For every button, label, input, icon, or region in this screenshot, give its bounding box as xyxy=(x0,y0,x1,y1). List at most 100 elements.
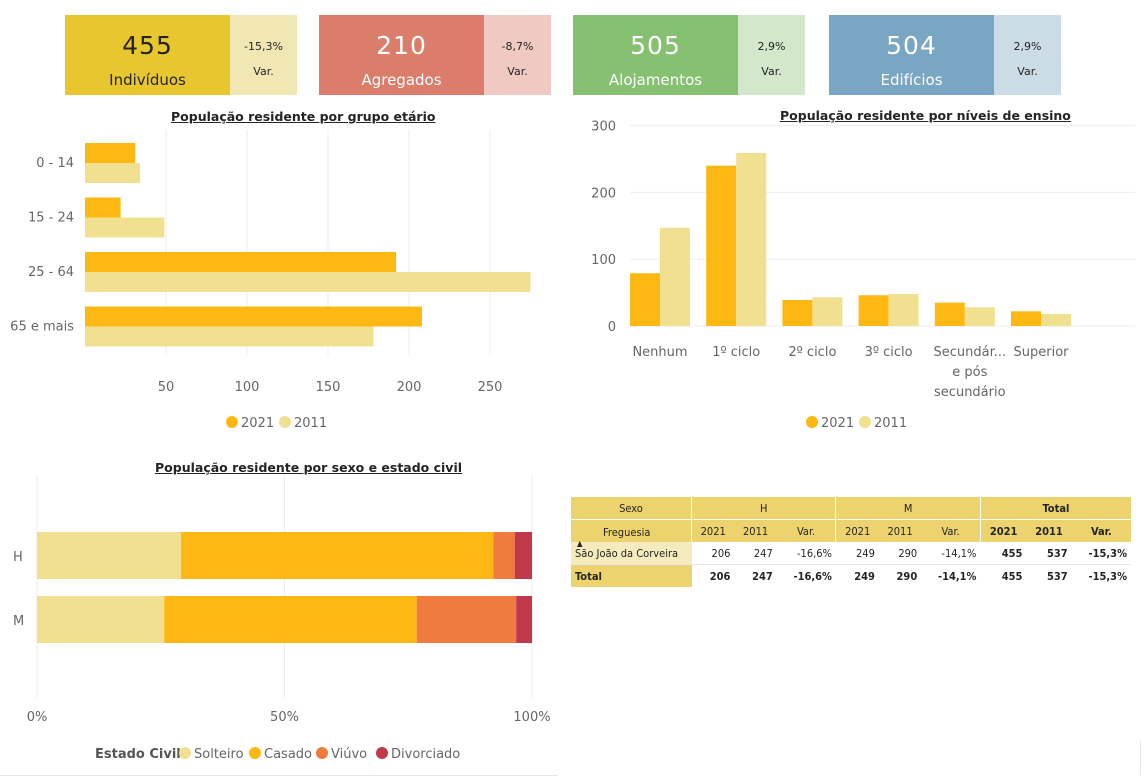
table-cell: -15,3% xyxy=(1071,564,1131,587)
legend-label: Viúvo xyxy=(331,747,367,762)
y-tick-label: 300 xyxy=(591,120,616,135)
m-2021-header[interactable]: 2021 xyxy=(835,519,879,542)
m-var-header[interactable]: Var. xyxy=(921,519,981,542)
x-category-label: 3º ciclo xyxy=(865,345,913,360)
bar-2021 xyxy=(1011,311,1041,326)
table-total-row: Total 206 247 -16,6% 249 290 -14,1% 455 … xyxy=(571,564,1131,587)
legend-label: 2011 xyxy=(874,416,907,431)
x-category-label: 1º ciclo xyxy=(712,345,760,360)
h-2011-header[interactable]: 2011 xyxy=(734,519,777,542)
legend-marker xyxy=(859,416,871,428)
table-cell: 537 xyxy=(1026,542,1072,565)
x-tick-label: 100% xyxy=(513,710,550,725)
kpi-label: Alojamentos xyxy=(608,71,703,89)
legend-label: 2021 xyxy=(241,416,274,431)
bar-2011 xyxy=(85,326,374,347)
table-cell: 247 xyxy=(734,564,777,587)
h-var-header[interactable]: Var. xyxy=(776,519,836,542)
education-level-chart: 0 100 200 300 Nenhum 1º ciclo 2º ciclo 3º ciclo… xyxy=(591,120,1135,431)
kpi-variation: -8,7% Var. xyxy=(484,15,551,95)
m-2011-header[interactable]: 2011 xyxy=(878,519,922,542)
table-cell: -14,1% xyxy=(921,564,981,587)
kpi-variation-value: -8,7% xyxy=(501,40,534,53)
bar-segment-divorciado xyxy=(516,596,532,643)
x-tick-label: 100 xyxy=(235,380,260,395)
civil-status-chart: 0% 50% 100% H M Estado Civil Solteiro Casado Viú… xyxy=(13,475,551,762)
y-category-label: 25 - 64 xyxy=(28,265,74,280)
kpi-card-edificios[interactable]: 504 Edifícios 2,9% Var. xyxy=(829,15,1061,95)
legend-marker xyxy=(279,416,291,428)
kpi-value: 210 xyxy=(376,31,427,60)
bar-segment-divorciado xyxy=(514,532,532,579)
sexo-header[interactable]: Sexo xyxy=(571,497,692,520)
x-tick-label: 0% xyxy=(27,710,48,725)
age-chart-title: População residente por grupo etário xyxy=(171,109,436,124)
bar-2021 xyxy=(858,295,889,326)
kpi-main: 504 Edifícios xyxy=(829,15,994,95)
legend-marker xyxy=(249,747,261,759)
table-cell: 247 xyxy=(734,542,777,565)
kpi-card-alojamentos[interactable]: 505 Alojamentos 2,9% Var. xyxy=(573,15,805,95)
y-tick-label: 0 xyxy=(608,320,616,335)
legend-label: Casado xyxy=(264,747,312,762)
legend-label: Solteiro xyxy=(194,747,244,762)
bar-2021 xyxy=(706,165,737,326)
kpi-label: Edifícios xyxy=(880,71,943,89)
total-var-header[interactable]: Var. xyxy=(1071,519,1131,542)
bar-2011 xyxy=(888,293,919,326)
kpi-card-individuos[interactable]: 455 Indivíduos -15,3% Var. xyxy=(65,15,297,95)
bar-2021 xyxy=(85,252,397,272)
bar-2011 xyxy=(812,297,843,326)
matrix-subheader-row: Freguesia ▲ 2021 2011 Var. 2021 2011 Var… xyxy=(571,519,1131,548)
legend-label: 2011 xyxy=(294,416,327,431)
m-header[interactable]: M xyxy=(835,497,981,520)
bar-2011 xyxy=(85,163,141,183)
table-cell: 249 xyxy=(835,542,879,565)
kpi-variation: -15,3% Var. xyxy=(230,15,297,95)
x-category-label: Superior xyxy=(1014,345,1070,360)
x-tick-label: 150 xyxy=(316,380,341,395)
kpi-variation-value: 2,9% xyxy=(1013,40,1042,53)
x-tick-label: 50% xyxy=(270,710,299,725)
kpi-value: 505 xyxy=(630,31,681,60)
h-2021-header[interactable]: 2021 xyxy=(691,519,735,542)
y-category-label: 0 - 14 xyxy=(36,156,74,171)
matrix-header-row: Sexo H M Total xyxy=(571,497,1131,520)
kpi-variation-value: -15,3% xyxy=(244,40,283,53)
freguesia-label: Freguesia xyxy=(603,526,651,539)
education-chart-title: População residente por níveis de ensino xyxy=(780,108,1071,123)
total-header[interactable]: Total xyxy=(979,497,1131,520)
total-2021-header[interactable]: 2021 xyxy=(979,519,1027,542)
x-category-label: secundário xyxy=(934,385,1006,400)
bar-segment-casado xyxy=(181,532,494,579)
age-group-chart: 50 100 150 200 250 0 - 14 15 - 24 25 - 64 65 e m… xyxy=(10,130,531,431)
table-row[interactable]: São João da Corveira 206 247 -16,6% 249 … xyxy=(571,542,1131,565)
legend-title: Estado Civil xyxy=(95,747,181,762)
x-tick-label: 250 xyxy=(478,380,503,395)
kpi-main: 505 Alojamentos xyxy=(573,15,738,95)
bar-segment-viúvo xyxy=(493,532,515,579)
row-freguesia-name: São João da Corveira xyxy=(571,542,692,565)
bar-2021 xyxy=(85,143,136,163)
population-matrix-table: Sexo H M Total Freguesia ▲ 2021 2011 Var… xyxy=(571,497,1131,587)
y-category-label: M xyxy=(13,614,24,629)
bar-segment-solteiro xyxy=(37,532,182,579)
x-tick-label: 50 xyxy=(158,380,175,395)
bar-2011 xyxy=(660,227,690,326)
bottom-divider xyxy=(0,775,558,776)
kpi-variation: 2,9% Var. xyxy=(994,15,1061,95)
kpi-card-agregados[interactable]: 210 Agregados -8,7% Var. xyxy=(319,15,551,95)
h-header[interactable]: H xyxy=(690,497,836,520)
freguesia-header[interactable]: Freguesia ▲ xyxy=(571,519,692,548)
y-category-label: 65 e mais xyxy=(10,320,74,335)
x-category-label: Secundár... xyxy=(933,345,1006,360)
kpi-main: 210 Agregados xyxy=(319,15,484,95)
bar-2021 xyxy=(630,273,660,326)
sort-ascending-icon[interactable]: ▲ xyxy=(577,539,583,548)
legend-marker xyxy=(226,416,238,428)
bar-2021 xyxy=(782,299,813,326)
kpi-value: 504 xyxy=(886,31,937,60)
total-2011-header[interactable]: 2011 xyxy=(1026,519,1072,542)
x-category-label: e pós xyxy=(952,365,987,380)
legend-marker xyxy=(179,747,191,759)
